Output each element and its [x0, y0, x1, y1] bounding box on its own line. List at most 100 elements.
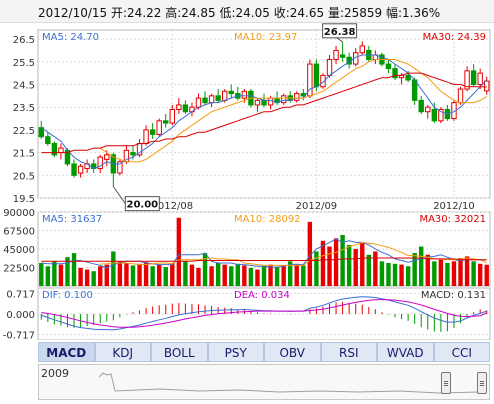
annotation-label: 20.00: [127, 200, 159, 211]
candle-body: [202, 97, 208, 104]
volume-bar: [156, 264, 162, 286]
volume-bar: [52, 261, 57, 286]
navigator-left-handle[interactable]: [441, 372, 451, 394]
volume-bar: [78, 267, 83, 286]
volume-bar: [314, 251, 319, 286]
low-label: 低:: [219, 6, 236, 20]
volume-legend-ma30: MA30: 32021: [419, 214, 486, 225]
candle-body: [71, 163, 77, 176]
quote-date: 2012/10/15: [38, 6, 108, 20]
candle-body: [484, 80, 490, 92]
volume-bar: [215, 262, 221, 286]
price-tick-label: 19.5: [13, 194, 35, 205]
candle-body: [241, 90, 248, 99]
volume-tick-label: 45000: [3, 245, 35, 256]
volume-tick-label: 90000: [3, 208, 35, 219]
volume-bar: [183, 261, 188, 286]
candle-body: [221, 90, 228, 101]
open-value: 24.22: [127, 6, 162, 20]
volume-bar: [91, 271, 96, 286]
macd-tick-label: 0.717: [6, 289, 35, 300]
macd-tick-label: -0.717: [3, 331, 35, 340]
tab-obv[interactable]: OBV: [264, 342, 321, 362]
price-tick-label: 25.5: [13, 58, 35, 69]
volume-bar: [170, 262, 175, 286]
tab-psy[interactable]: PSY: [207, 342, 264, 362]
price-tick-label: 21.5: [13, 149, 35, 160]
candle-body: [425, 106, 431, 113]
price-tick-label: 24.5: [13, 80, 35, 91]
volume-bar: [294, 263, 299, 286]
volume-bar: [130, 265, 136, 286]
tab-wvad[interactable]: WVAD: [377, 342, 434, 362]
candle-body: [195, 97, 202, 108]
volume-bar: [268, 264, 273, 286]
candle-body: [464, 70, 470, 90]
macd-legend-macd: MACD: 0.131: [421, 290, 486, 301]
candle-body: [326, 59, 333, 76]
date-tick-label: 2012/10: [433, 201, 475, 212]
high-label: 高:: [165, 6, 182, 20]
annotation-leader-line: [336, 37, 343, 43]
volume-bar: [248, 267, 254, 286]
volume-bar: [438, 259, 444, 286]
price-tick-label: 20.5: [13, 171, 35, 182]
candle-body: [405, 74, 411, 81]
macd-dea-line: [41, 299, 487, 328]
price-tick-label: 22.5: [13, 126, 35, 137]
volume-bar: [261, 266, 267, 286]
volume-ma30-line: [41, 257, 487, 262]
price-tick-label: 23.5: [13, 103, 35, 114]
candle-body: [130, 152, 136, 156]
volume-bar: [399, 264, 404, 286]
volume-bar: [143, 262, 149, 286]
tab-cci[interactable]: CCI: [433, 342, 490, 362]
volume-legend-ma10: MA10: 28092: [234, 214, 301, 225]
candle-body: [156, 120, 162, 135]
volume-bar: [327, 246, 332, 286]
volume-bar: [242, 265, 247, 286]
tab-kdj[interactable]: KDJ: [94, 342, 151, 362]
volume-ma10-line: [100, 241, 487, 266]
volume-bar: [477, 263, 483, 286]
grip-line: [480, 383, 484, 384]
grip-line: [480, 381, 484, 382]
volume-tick-label: 67500: [3, 227, 35, 238]
volume-bar: [65, 257, 70, 286]
tab-rsi[interactable]: RSI: [320, 342, 377, 362]
navigator-right-handle[interactable]: [477, 372, 487, 394]
volume-bar: [451, 261, 457, 286]
volume-bar: [150, 266, 155, 286]
volume-bar: [104, 264, 109, 286]
indicator-tabs: MACD KDJ BOLL PSY OBV RSI WVAD CCI: [38, 342, 490, 362]
candle-body: [176, 104, 182, 110]
candle-body: [228, 90, 234, 95]
price-panel: [37, 29, 491, 199]
candle-body: [457, 88, 464, 104]
volume-bar: [281, 265, 286, 286]
annotation-box: [322, 23, 358, 39]
candle-body: [385, 63, 392, 70]
volume-bar: [124, 262, 129, 286]
candle-body: [359, 45, 365, 54]
low-value: 24.05: [235, 6, 270, 20]
annotation-label: 26.38: [324, 27, 356, 38]
tab-boll[interactable]: BOLL: [151, 342, 208, 362]
price-legend-ma5: MA5: 24.70: [42, 32, 99, 43]
annotation-box: [124, 196, 160, 212]
candle-body: [45, 136, 51, 145]
candle-body: [163, 120, 169, 124]
volume-legend-ma5: MA5: 31637: [42, 214, 102, 225]
open-label: 开:: [111, 6, 128, 20]
candle-body: [411, 79, 418, 101]
tab-macd[interactable]: MACD: [38, 342, 95, 362]
volume-bar: [98, 266, 103, 286]
quote-summary: 2012/10/15 开:24.22 高:24.85 低:24.05 收:24.…: [38, 4, 440, 21]
candle-body: [294, 93, 300, 101]
volume-bar: [176, 217, 182, 286]
range-navigator[interactable]: 2009: [38, 364, 490, 400]
volume-bar: [189, 264, 195, 286]
price-legend-ma30: MA30: 24.39: [423, 32, 486, 43]
annotation-leader-line: [112, 186, 126, 204]
candle-body: [169, 108, 175, 124]
